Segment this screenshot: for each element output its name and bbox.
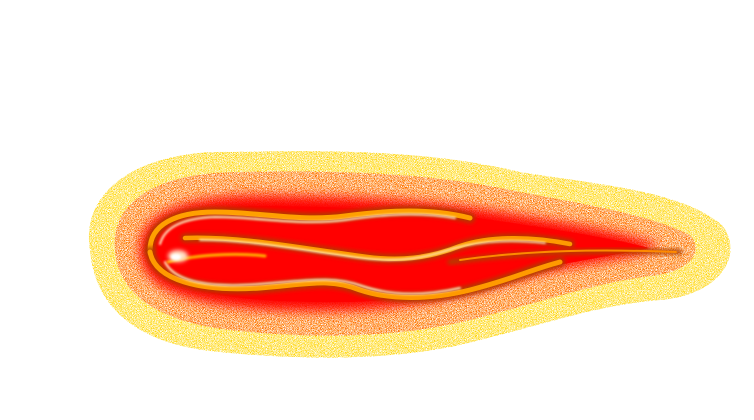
fire-body xyxy=(140,196,660,311)
head-highlight xyxy=(168,250,188,262)
flame-ribbons xyxy=(145,206,683,303)
